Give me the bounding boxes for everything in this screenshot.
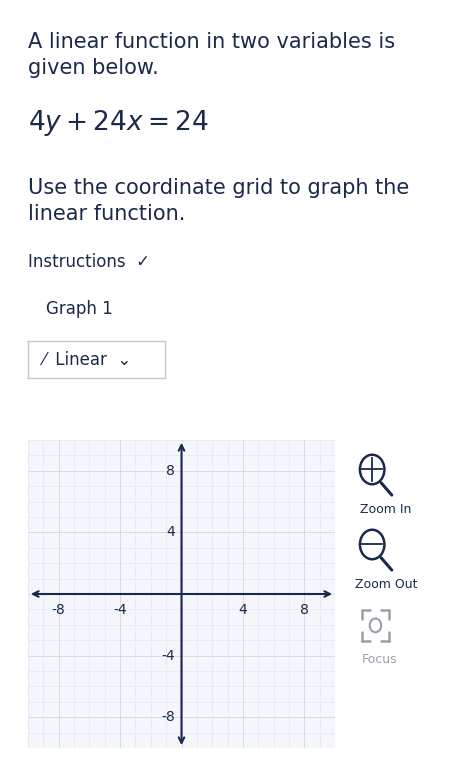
Text: Instructions  ✓: Instructions ✓ — [28, 253, 150, 271]
Text: 4: 4 — [167, 525, 175, 540]
Text: 4: 4 — [238, 603, 247, 617]
Text: $4y + 24x = 24$: $4y + 24x = 24$ — [28, 108, 208, 138]
Text: -8: -8 — [162, 710, 175, 724]
Text: ⁄  Linear  ⌄: ⁄ Linear ⌄ — [42, 350, 131, 369]
Text: Zoom In: Zoom In — [360, 503, 411, 516]
Text: 8: 8 — [167, 464, 175, 478]
Text: 8: 8 — [300, 603, 309, 617]
Text: linear function.: linear function. — [28, 204, 185, 224]
Text: -4: -4 — [114, 603, 127, 617]
Text: -8: -8 — [52, 603, 65, 617]
Text: -4: -4 — [162, 649, 175, 662]
Text: Graph 1: Graph 1 — [46, 300, 113, 318]
Text: Zoom Out: Zoom Out — [355, 578, 418, 591]
Text: A linear function in two variables is: A linear function in two variables is — [28, 32, 395, 52]
Text: Use the coordinate grid to graph the: Use the coordinate grid to graph the — [28, 178, 409, 198]
Text: Focus: Focus — [362, 653, 397, 666]
Text: given below.: given below. — [28, 58, 159, 78]
